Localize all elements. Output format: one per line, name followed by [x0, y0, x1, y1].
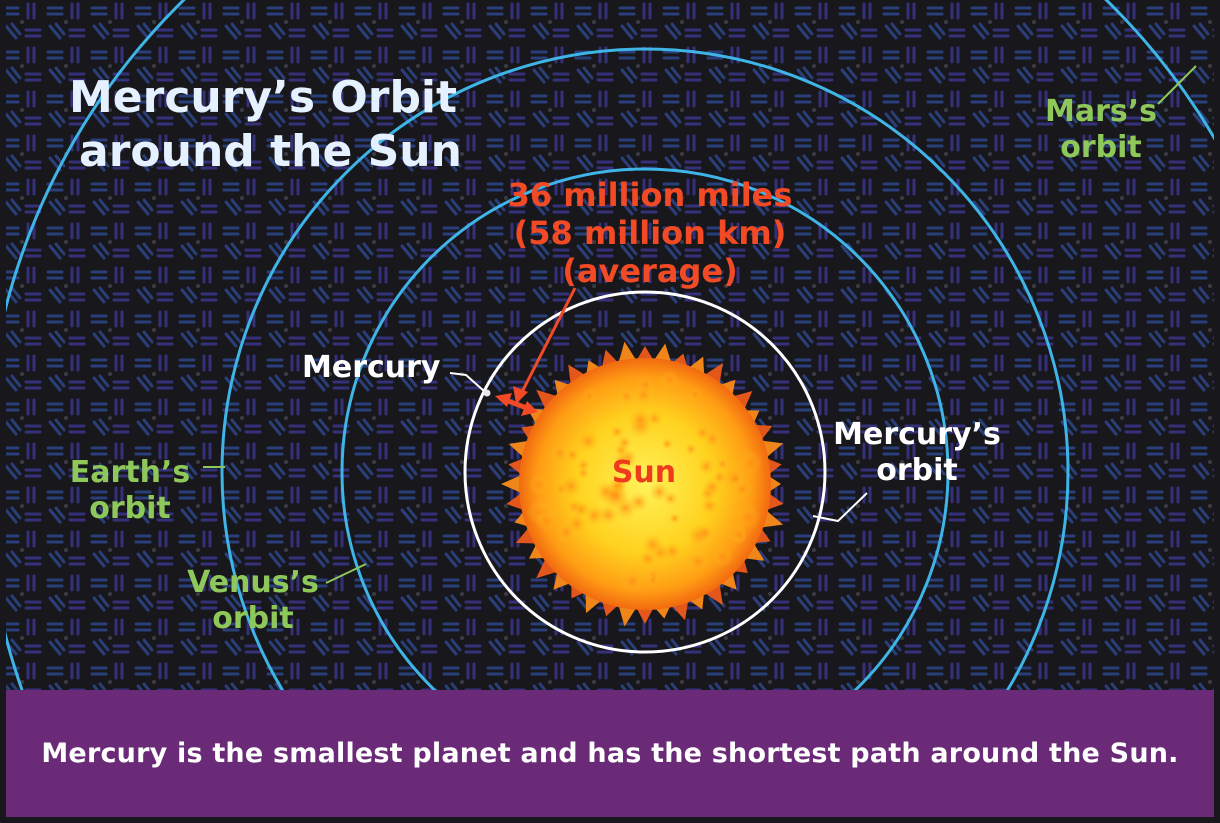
- distance-km: (58 million km): [514, 214, 787, 252]
- sun-spot: [576, 466, 590, 480]
- venus-orbit-ring: [340, 167, 950, 690]
- caption-text: Mercury is the smallest planet and has t…: [41, 738, 1179, 769]
- sun-spot: [612, 452, 631, 470]
- venus-orbit-label-line-1: Venus’s: [187, 565, 319, 600]
- mercury-orbit-leader-line: [812, 492, 868, 523]
- sun-spot: [711, 546, 733, 568]
- sun-spot: [738, 450, 763, 475]
- sun-spot: [684, 442, 697, 456]
- sun-spot: [581, 388, 597, 404]
- sun-spot: [702, 476, 723, 498]
- sun-spot: [603, 482, 630, 509]
- sun-spot: [558, 474, 583, 498]
- sun-spot: [688, 387, 702, 402]
- mercury-planet: [483, 389, 491, 397]
- sun-spot: [618, 388, 635, 405]
- mars-orbit-label-line-2: orbit: [1060, 130, 1142, 165]
- sun-spot: [535, 509, 558, 532]
- mars-orbit-label-line-1: Mars’s: [1045, 94, 1157, 129]
- sun-spot: [551, 444, 569, 463]
- distance-average-note: (average): [562, 252, 737, 290]
- mercury-leader-line: [449, 372, 485, 392]
- mercury-orbit-label-line-2: orbit: [876, 453, 958, 488]
- diagram-title-line-2: around the Sun: [79, 126, 462, 177]
- sun-spot: [731, 528, 748, 544]
- mercury-label: Mercury: [302, 350, 441, 385]
- distance-arrow: [495, 287, 577, 416]
- venus-orbit-label-line-2: orbit: [212, 601, 294, 636]
- sun-spot: [703, 429, 722, 448]
- sun-spot: [635, 375, 655, 395]
- sun-spot: [696, 524, 714, 542]
- sun-spot: [577, 429, 600, 453]
- sun-spot: [716, 457, 729, 470]
- sun-spot: [661, 437, 674, 451]
- sun-label: Sun: [612, 455, 676, 490]
- earth-orbit-ring: [220, 47, 1070, 690]
- sun-spot: [597, 504, 619, 526]
- sun: [501, 341, 784, 627]
- sun-spot: [620, 569, 645, 594]
- sun-spot: [697, 457, 716, 476]
- sun-spot: [527, 474, 550, 496]
- sun-spot: [565, 513, 588, 535]
- sun-spot: [735, 504, 761, 531]
- earth-orbit-label-line-2: orbit: [89, 491, 171, 526]
- sun-spot: [627, 406, 653, 432]
- mercury-orbit-label-line-1: Mercury’s: [833, 417, 1001, 452]
- sun-surface-spots: [526, 370, 763, 594]
- caption-bar: Mercury is the smallest planet and has t…: [6, 690, 1214, 817]
- sun-spot: [617, 435, 632, 451]
- sun-spot: [700, 496, 719, 515]
- orbit-diagram: Mercury’s Orbit around the Sun 36 millio…: [6, 0, 1214, 690]
- sun-spot: [628, 491, 649, 513]
- sun-spot: [646, 573, 660, 588]
- mercury-orbit-ring: [463, 290, 827, 654]
- sun-spot: [728, 471, 743, 486]
- diagram-title-line-1: Mercury’s Orbit: [69, 72, 457, 123]
- sun-spot: [565, 447, 580, 463]
- distance-miles: 36 million miles: [508, 176, 793, 214]
- sun-spot: [641, 533, 664, 556]
- sun-spot: [668, 512, 681, 525]
- venus-orbit-leader-line: [325, 563, 367, 584]
- earth-orbit-label-line-1: Earth’s: [70, 455, 190, 490]
- mars-orbit-leader-line: [1157, 65, 1197, 105]
- sun-spot: [663, 491, 678, 506]
- sun-spot: [687, 550, 710, 573]
- sun-spot: [660, 370, 680, 390]
- sun-spot: [609, 424, 625, 439]
